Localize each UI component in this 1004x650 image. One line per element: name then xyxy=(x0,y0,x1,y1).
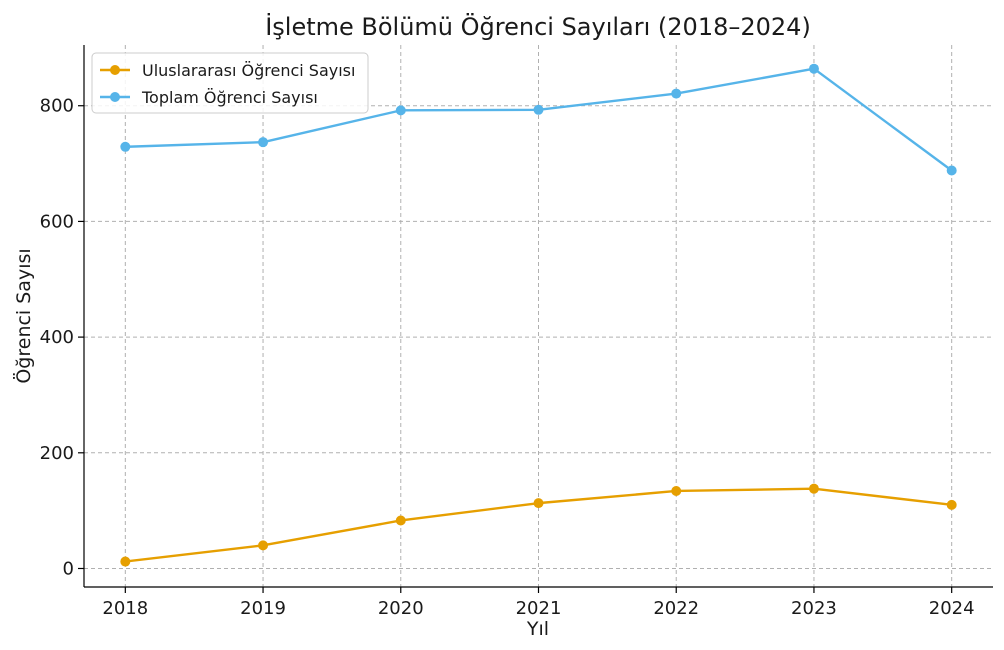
legend-label: Uluslararası Öğrenci Sayısı xyxy=(142,61,355,80)
data-point xyxy=(671,88,682,99)
x-tick-label: 2023 xyxy=(791,598,837,619)
y-axis-label: Öğrenci Sayısı xyxy=(12,248,35,383)
y-tick-label: 200 xyxy=(40,443,74,464)
data-point xyxy=(946,499,957,510)
ticks: 2018 2019 2020 2021 2022 2023 2024 0 200 400 600 80… xyxy=(40,96,975,619)
data-point xyxy=(671,485,682,496)
data-point xyxy=(258,137,269,148)
data-point xyxy=(533,104,544,115)
y-tick-label: 800 xyxy=(40,96,74,117)
legend-swatch-marker xyxy=(110,65,120,75)
y-tick-label: 400 xyxy=(40,327,74,348)
data-point xyxy=(258,540,269,551)
legend: Uluslararası Öğrenci Sayısı Toplam Öğrenc… xyxy=(91,52,369,114)
data-point xyxy=(395,105,406,116)
legend-box xyxy=(91,52,369,114)
series xyxy=(120,63,957,567)
data-point xyxy=(395,515,406,526)
data-point xyxy=(120,556,131,567)
x-tick-label: 2022 xyxy=(653,598,699,619)
data-point xyxy=(808,63,819,74)
x-axis-label: Yıl xyxy=(526,618,549,640)
x-tick-label: 2018 xyxy=(102,598,148,619)
data-point xyxy=(946,165,957,176)
grid xyxy=(84,45,993,587)
y-tick-label: 600 xyxy=(40,211,74,232)
data-point xyxy=(120,141,131,152)
x-tick-label: 2019 xyxy=(240,598,286,619)
x-tick-label: 2020 xyxy=(378,598,424,619)
x-tick-label: 2021 xyxy=(516,598,562,619)
y-tick-label: 0 xyxy=(63,558,74,579)
data-point xyxy=(808,483,819,494)
legend-label: Toplam Öğrenci Sayısı xyxy=(141,88,318,107)
legend-swatch-marker xyxy=(110,92,120,102)
data-point xyxy=(533,498,544,509)
x-tick-label: 2024 xyxy=(929,598,975,619)
chart-title: İşletme Bölümü Öğrenci Sayıları (2018–20… xyxy=(265,12,811,41)
